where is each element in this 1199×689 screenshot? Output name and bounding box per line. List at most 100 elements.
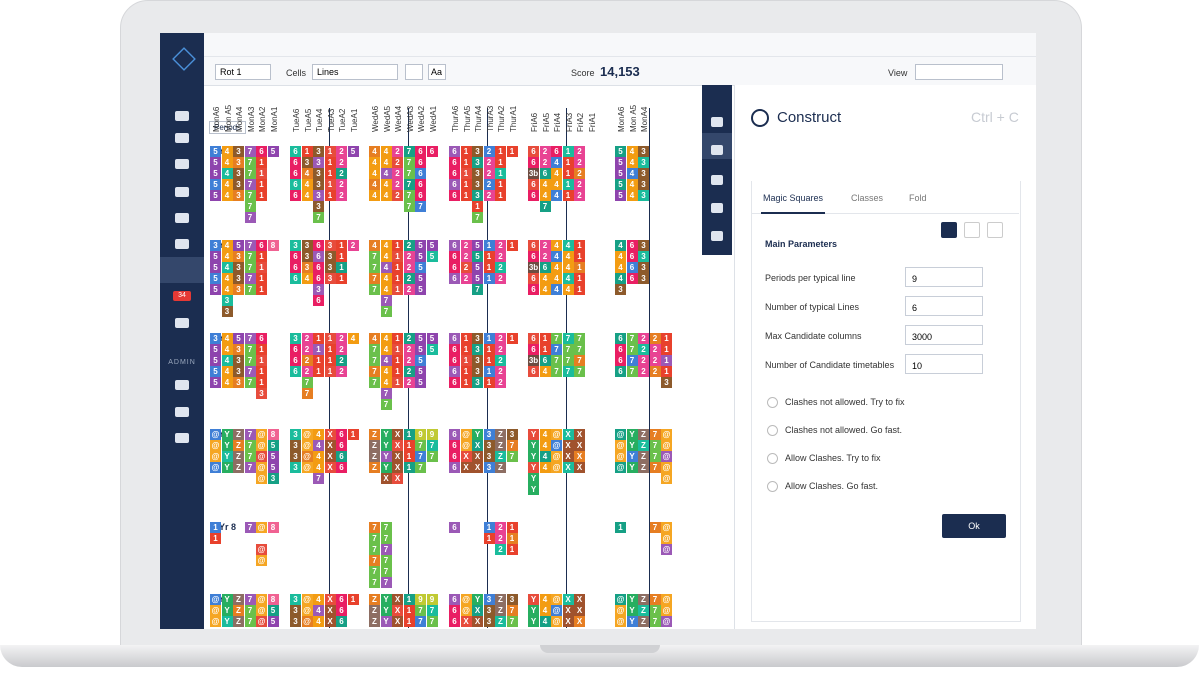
cell[interactable]: 9 (426, 429, 438, 440)
cell[interactable]: @ (661, 605, 672, 616)
cell[interactable]: 4 (551, 157, 562, 168)
cell[interactable]: 3 (313, 284, 324, 295)
cell[interactable]: 5 (615, 168, 626, 179)
cell[interactable]: Y (626, 440, 638, 451)
cell[interactable]: 6 (449, 462, 460, 473)
cell[interactable]: Z (638, 594, 649, 605)
cell[interactable]: 4 (539, 273, 551, 284)
cell[interactable]: X (324, 451, 336, 462)
cell[interactable]: 5 (415, 377, 426, 388)
cell[interactable]: 2 (336, 146, 347, 157)
cell[interactable]: 1 (392, 366, 403, 377)
cell[interactable]: 5 (347, 146, 359, 157)
cell[interactable]: 5 (210, 262, 221, 273)
cell[interactable]: 2 (301, 366, 313, 377)
cell[interactable]: 1 (483, 262, 495, 273)
cell[interactable]: 7 (626, 355, 638, 366)
nav-lines[interactable] (175, 239, 189, 249)
cell[interactable]: 6 (528, 157, 539, 168)
cell[interactable]: 1 (256, 190, 267, 201)
cell[interactable]: 1 (256, 168, 267, 179)
option-label[interactable]: Clashes not allowed. Go fast. (785, 425, 903, 435)
cell[interactable]: 2 (336, 355, 347, 366)
cell[interactable]: 2 (460, 240, 472, 251)
cell[interactable]: X (574, 605, 585, 616)
cell[interactable]: 7 (415, 462, 426, 473)
cell[interactable]: 5 (415, 366, 426, 377)
cell[interactable]: 6 (449, 251, 460, 262)
cell[interactable]: 1 (392, 377, 403, 388)
cell[interactable]: 4 (221, 344, 233, 355)
cell[interactable]: @ (210, 429, 221, 440)
cell[interactable]: 4 (551, 251, 562, 262)
cell[interactable]: @ (661, 616, 672, 627)
cell[interactable]: 7 (369, 355, 380, 366)
cell[interactable]: @ (661, 462, 672, 473)
cell[interactable]: 7 (301, 388, 313, 399)
rotation-select[interactable]: Rot 1 (215, 64, 271, 80)
cell[interactable]: 1 (256, 377, 267, 388)
cell[interactable]: Y (380, 440, 392, 451)
cell[interactable]: 6 (626, 273, 638, 284)
cell[interactable]: @ (460, 429, 472, 440)
cell[interactable]: 6 (290, 344, 301, 355)
cell[interactable]: 4 (369, 168, 380, 179)
cell[interactable]: 1 (460, 168, 472, 179)
cell[interactable]: 7 (380, 566, 392, 577)
cell[interactable]: 1 (256, 284, 267, 295)
cell[interactable]: @ (256, 473, 267, 484)
cell[interactable]: @ (551, 429, 562, 440)
tool-icon[interactable] (711, 145, 723, 155)
cell[interactable]: 4 (539, 616, 551, 627)
cell[interactable]: 3 (290, 333, 301, 344)
cell[interactable]: 3 (301, 240, 313, 251)
cell[interactable]: 5 (615, 179, 626, 190)
cell[interactable]: 4 (313, 440, 324, 451)
cell[interactable]: @ (301, 429, 313, 440)
cell[interactable]: 1 (661, 355, 672, 366)
cell[interactable]: 3 (313, 201, 324, 212)
cell[interactable]: 2 (539, 251, 551, 262)
ok-button[interactable]: Ok (942, 514, 1006, 538)
cell[interactable]: 7 (369, 533, 380, 544)
cell[interactable]: 7 (369, 544, 380, 555)
cell[interactable]: 4 (615, 251, 626, 262)
cell[interactable]: 4 (551, 179, 562, 190)
cell[interactable]: 6 (615, 355, 626, 366)
cell[interactable]: 1 (256, 366, 267, 377)
cell[interactable]: 7 (244, 429, 256, 440)
cell[interactable]: 5 (615, 157, 626, 168)
cell[interactable]: X (392, 616, 403, 627)
cell[interactable]: 8 (267, 240, 279, 251)
cell[interactable]: 5 (210, 168, 221, 179)
cell[interactable]: 7 (244, 594, 256, 605)
cell[interactable]: Z (233, 605, 244, 616)
cell[interactable]: Z (638, 440, 649, 451)
cell[interactable]: @ (256, 616, 267, 627)
cell[interactable]: 7 (369, 377, 380, 388)
cell[interactable]: 4 (221, 251, 233, 262)
cell[interactable]: 2 (495, 262, 506, 273)
cell[interactable]: X (392, 451, 403, 462)
cell[interactable]: 1 (495, 168, 506, 179)
cell[interactable]: 7 (244, 451, 256, 462)
cell[interactable]: Y (528, 429, 539, 440)
cell[interactable]: 2 (403, 262, 415, 273)
cell[interactable]: X (392, 440, 403, 451)
cell[interactable]: 3 (313, 157, 324, 168)
cell[interactable]: 1 (313, 366, 324, 377)
cell[interactable]: 4 (380, 240, 392, 251)
cell[interactable]: Z (638, 616, 649, 627)
cell[interactable]: @ (210, 605, 221, 616)
cell[interactable]: 3 (267, 473, 279, 484)
cell[interactable]: 2 (539, 157, 551, 168)
cell[interactable]: 3 (483, 605, 495, 616)
cell[interactable]: 5 (210, 146, 221, 157)
cell[interactable]: 4 (380, 251, 392, 262)
cell[interactable]: 7 (472, 212, 483, 223)
cell[interactable]: @ (301, 440, 313, 451)
cell[interactable]: 5 (267, 462, 279, 473)
cell[interactable]: 6 (336, 451, 347, 462)
cell[interactable]: 7 (244, 212, 256, 223)
cell[interactable]: X (472, 451, 483, 462)
